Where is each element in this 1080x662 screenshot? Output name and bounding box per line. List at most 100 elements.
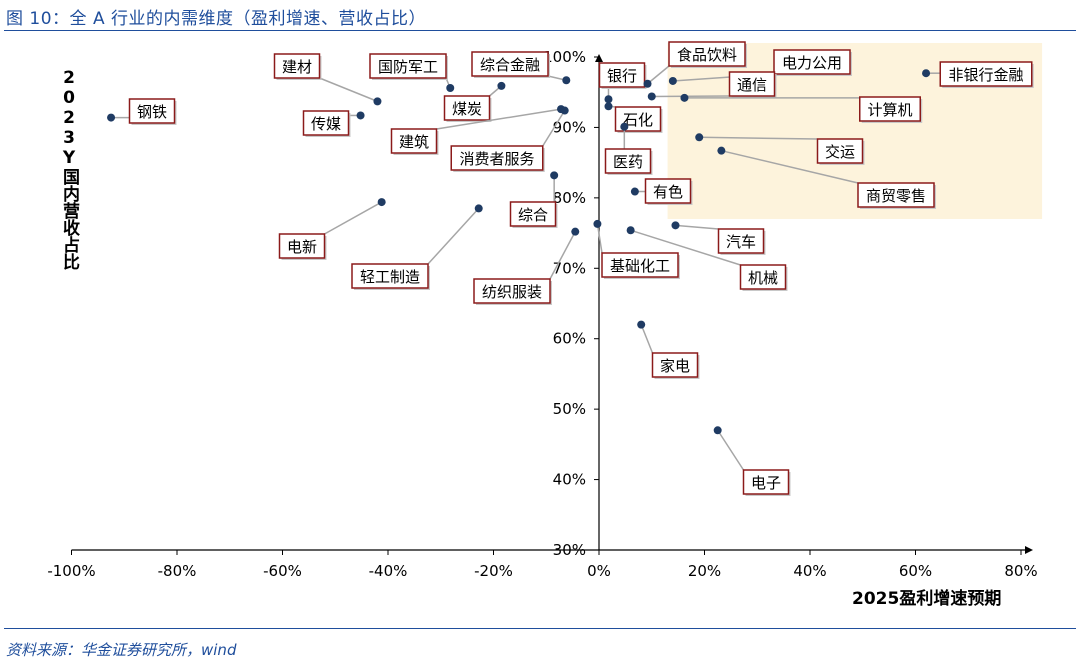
data-point bbox=[647, 92, 656, 101]
point-label: 非银行金融 bbox=[948, 66, 1023, 84]
leader-line bbox=[549, 231, 576, 280]
leader-line bbox=[542, 110, 566, 147]
point-label: 煤炭 bbox=[452, 100, 482, 118]
data-point bbox=[107, 113, 116, 122]
y-axis-arrow bbox=[595, 54, 603, 62]
x-tick-label: -100% bbox=[47, 562, 95, 580]
x-tick-label: 40% bbox=[793, 562, 826, 580]
point-label: 通信 bbox=[737, 76, 767, 94]
data-point bbox=[497, 81, 506, 90]
point-label: 汽车 bbox=[726, 233, 756, 251]
point-label-box bbox=[128, 98, 176, 124]
data-point bbox=[630, 187, 639, 196]
x-tick-label: 60% bbox=[899, 562, 932, 580]
data-point bbox=[571, 227, 580, 236]
point-label-box bbox=[302, 110, 350, 136]
data-point bbox=[620, 122, 629, 131]
x-tick-label: -60% bbox=[263, 562, 302, 580]
leader-line bbox=[717, 429, 745, 471]
point-label-box bbox=[773, 49, 851, 75]
point-label: 电子 bbox=[751, 474, 781, 492]
y-tick-label: 50% bbox=[553, 400, 586, 418]
data-point bbox=[377, 198, 386, 207]
point-label: 交运 bbox=[825, 143, 855, 161]
x-tick-label: -20% bbox=[474, 562, 513, 580]
leader-line bbox=[721, 149, 859, 184]
data-point bbox=[560, 106, 569, 115]
point-label: 建材 bbox=[282, 58, 312, 76]
point-label-box bbox=[614, 106, 662, 132]
data-point bbox=[717, 146, 726, 155]
leader-line bbox=[630, 229, 741, 266]
point-label-box bbox=[939, 61, 1033, 87]
point-label: 银行 bbox=[607, 67, 637, 85]
point-label-box bbox=[273, 53, 321, 79]
leader-line bbox=[647, 65, 670, 85]
data-point bbox=[593, 219, 602, 228]
leader-line bbox=[319, 77, 378, 103]
data-point bbox=[356, 111, 365, 120]
point-label: 机械 bbox=[748, 269, 778, 287]
leader-line bbox=[324, 201, 383, 235]
data-point bbox=[474, 204, 483, 213]
y-tick-label: 40% bbox=[553, 471, 586, 489]
y-tick-label: 60% bbox=[553, 330, 586, 348]
title-divider bbox=[4, 30, 1076, 31]
point-label-box bbox=[644, 178, 692, 204]
footer-divider bbox=[4, 628, 1076, 629]
y-axis-label: 2023Y国内营收占比 bbox=[59, 68, 79, 270]
point-label-box bbox=[351, 263, 429, 289]
point-label: 国防军工 bbox=[378, 58, 438, 76]
leader-line bbox=[427, 207, 480, 265]
point-label-box bbox=[601, 252, 679, 278]
data-point bbox=[373, 97, 382, 106]
x-tick-label: -80% bbox=[158, 562, 197, 580]
point-label-box bbox=[450, 145, 544, 171]
data-point bbox=[643, 79, 652, 88]
point-label: 纺织服装 bbox=[482, 283, 542, 301]
x-tick-label: 20% bbox=[688, 562, 721, 580]
y-tick-label: 100% bbox=[543, 48, 586, 66]
point-label: 计算机 bbox=[867, 101, 912, 119]
point-label-box bbox=[278, 233, 326, 259]
point-label-box bbox=[859, 96, 921, 122]
point-label-box bbox=[369, 53, 447, 79]
data-point bbox=[562, 76, 571, 85]
x-tick-label: 80% bbox=[1004, 562, 1037, 580]
point-label: 综合金融 bbox=[480, 56, 540, 74]
data-point bbox=[680, 93, 689, 102]
point-label-box bbox=[728, 71, 776, 97]
leader-line bbox=[675, 224, 719, 230]
data-point bbox=[626, 226, 635, 235]
y-tick-label: 30% bbox=[553, 541, 586, 559]
leader-line bbox=[436, 108, 562, 130]
point-label-box bbox=[739, 264, 787, 290]
leader-line bbox=[699, 136, 818, 140]
point-label-box bbox=[390, 128, 438, 154]
data-point bbox=[695, 133, 704, 142]
point-label: 轻工制造 bbox=[360, 268, 420, 286]
point-label-box bbox=[651, 352, 699, 378]
point-label: 家电 bbox=[660, 357, 690, 375]
data-point bbox=[671, 221, 680, 230]
x-tick-label: 0% bbox=[587, 562, 611, 580]
point-label: 建筑 bbox=[399, 133, 429, 151]
data-point bbox=[446, 83, 455, 92]
point-label-box bbox=[473, 278, 551, 304]
point-label: 钢铁 bbox=[137, 103, 167, 121]
point-label: 电力公用 bbox=[782, 54, 842, 72]
point-label-box bbox=[816, 138, 864, 164]
x-tick-label: -40% bbox=[369, 562, 408, 580]
source-note: 资料来源：华金证券研究所，wind bbox=[6, 641, 237, 659]
data-point bbox=[713, 426, 722, 435]
point-label-box bbox=[443, 95, 491, 121]
point-label-box bbox=[509, 201, 557, 227]
point-label: 医药 bbox=[613, 153, 643, 171]
point-label-box bbox=[471, 51, 549, 77]
data-point bbox=[922, 69, 931, 78]
point-label: 消费者服务 bbox=[459, 150, 534, 168]
y-tick-label: 80% bbox=[553, 189, 586, 207]
data-point bbox=[604, 102, 613, 111]
point-label-box bbox=[604, 148, 652, 174]
point-label-box bbox=[668, 41, 746, 67]
